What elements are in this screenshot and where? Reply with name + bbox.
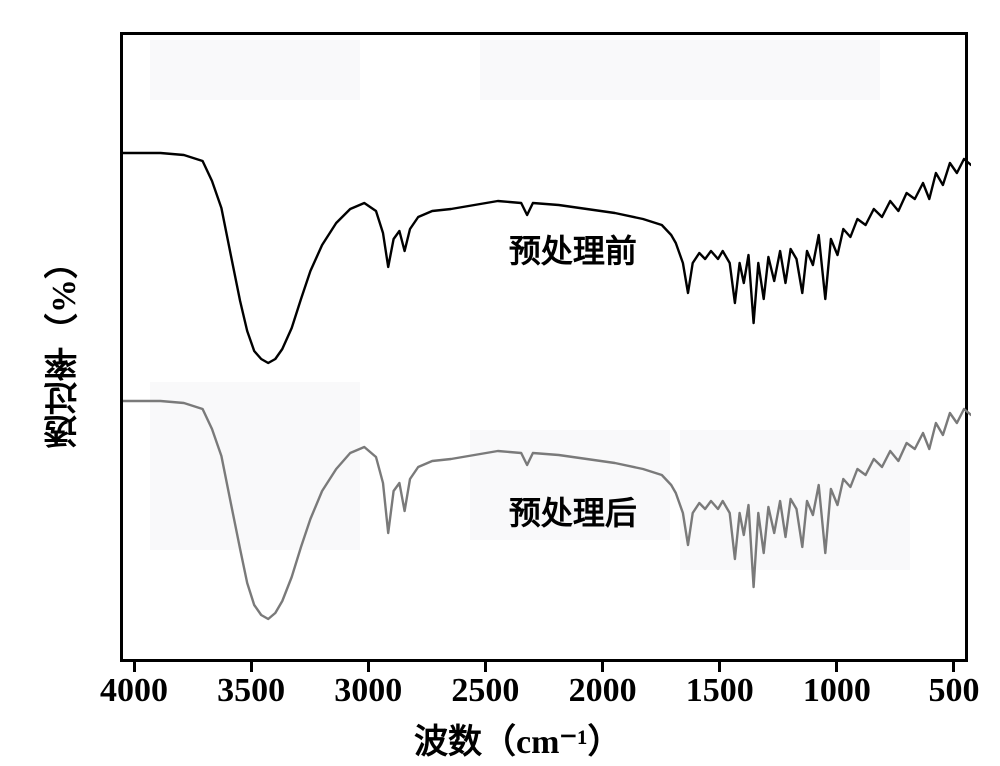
x-tick-label: 1500 [675, 672, 765, 710]
plot-svg [123, 35, 971, 665]
y-axis-label: 透过率（%） [40, 227, 89, 467]
x-tick [484, 662, 487, 672]
x-tick-label: 4000 [89, 672, 179, 710]
x-tick [952, 662, 955, 672]
plot-frame [120, 32, 968, 662]
x-tick [367, 662, 370, 672]
x-tick-label: 3500 [206, 672, 296, 710]
x-tick-label: 2500 [440, 672, 530, 710]
x-tick [835, 662, 838, 672]
series-label-after_treatment: 预处理后 [509, 488, 637, 534]
series-label-before_treatment: 预处理前 [509, 226, 637, 272]
x-tick-label: 1000 [792, 672, 882, 710]
x-tick [718, 662, 721, 672]
x-tick-label: 500 [909, 672, 999, 710]
x-tick-label: 3000 [323, 672, 413, 710]
ir-spectrum-figure: 透过率（%） 波数（cm⁻¹） 4000 3500 3000 2500 2000 1500… [0, 0, 1000, 766]
x-tick-label: 2000 [558, 672, 648, 710]
x-tick [133, 662, 136, 672]
x-tick [601, 662, 604, 672]
x-axis-label: 波数（cm⁻¹） [414, 714, 622, 763]
x-tick [250, 662, 253, 672]
